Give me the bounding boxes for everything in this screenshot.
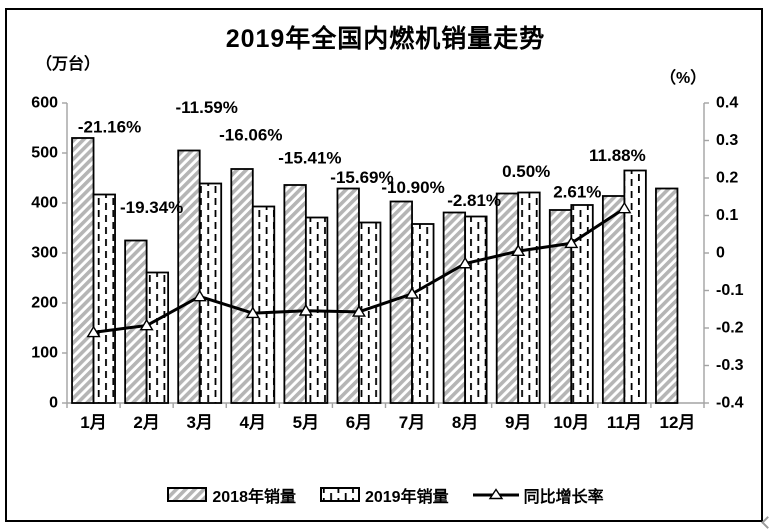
bar-2019 — [198, 182, 223, 404]
month-label: 1月 — [80, 413, 106, 432]
growth-marker — [192, 289, 207, 302]
legend-label-2018: 2018年销量 — [212, 489, 296, 506]
month-label: 11月 — [607, 413, 642, 432]
legend-item-2018: 2018年销量 — [167, 483, 296, 507]
line-triangle-swatch-icon — [472, 488, 519, 500]
month-label: 5月 — [293, 413, 319, 432]
bar-2018 — [655, 187, 679, 404]
bar-2018 — [71, 137, 95, 404]
legend-label-growth: 同比增长率 — [523, 489, 604, 506]
growth-marker — [458, 256, 473, 269]
left-tick-label: 100 — [31, 345, 58, 362]
growth-marker — [564, 236, 579, 249]
bar-2018 — [177, 149, 201, 404]
growth-label: 0.50% — [502, 162, 550, 181]
left-tick-label: 300 — [31, 245, 58, 262]
bar-2019 — [464, 215, 488, 404]
growth-label: -11.59% — [176, 98, 238, 117]
growth-label: -10.90% — [381, 178, 444, 197]
chart-title: 2019年全国内燃机销量走势 — [225, 25, 546, 53]
left-tick-label: 400 — [31, 195, 58, 212]
right-tick-label: 0 — [716, 245, 725, 262]
dash-swatch-icon — [319, 487, 360, 502]
growth-marker — [245, 306, 260, 319]
bar-2018 — [389, 200, 413, 404]
growth-marker — [139, 318, 154, 331]
growth-marker — [298, 303, 313, 316]
growth-label: 11.88% — [589, 146, 646, 165]
bar-2018 — [124, 239, 148, 404]
bar-2019 — [251, 205, 276, 404]
bar-2018 — [283, 184, 307, 404]
right-tick-label: 0.2 — [716, 170, 738, 187]
bar-2018 — [495, 192, 520, 404]
bar-2019 — [411, 223, 435, 404]
bar-2018 — [336, 187, 360, 404]
month-label: 9月 — [505, 413, 531, 432]
growth-label: -2.81% — [447, 191, 501, 210]
growth-marker — [511, 244, 526, 257]
bar-2018 — [230, 168, 254, 404]
right-tick-label: 0.3 — [716, 132, 738, 149]
right-tick-label: -0.1 — [716, 282, 744, 299]
right-axis-unit: （%） — [660, 70, 707, 87]
growth-label: -15.41% — [278, 149, 341, 168]
left-tick-label: 600 — [31, 95, 58, 112]
hatch-swatch-icon — [167, 487, 208, 502]
right-tick-label: -0.4 — [716, 395, 744, 412]
left-tick-label: 500 — [31, 145, 58, 162]
month-label: 2月 — [133, 413, 159, 432]
growth-label: -15.69% — [330, 168, 393, 187]
growth-marker — [86, 325, 101, 338]
bar-2019 — [145, 271, 170, 404]
bar-2019 — [517, 191, 541, 404]
left-axis-unit: （万台） — [36, 56, 101, 73]
bar-2018 — [548, 209, 573, 404]
legend-item-2019: 2019年销量 — [319, 483, 449, 507]
right-tick-label: 0.1 — [716, 207, 738, 224]
growth-label: -21.16% — [78, 118, 141, 137]
month-label: 10月 — [553, 413, 589, 432]
month-label: 4月 — [240, 413, 266, 432]
growth-label: -16.06% — [219, 126, 282, 145]
legend-item-growth: 同比增长率 — [472, 483, 604, 507]
right-tick-label: 0.4 — [716, 95, 738, 112]
month-label: 3月 — [186, 413, 212, 432]
growth-marker — [351, 304, 366, 317]
bar-2018 — [601, 195, 626, 404]
growth-label: 2.61% — [553, 183, 601, 202]
growth-marker — [405, 287, 420, 299]
month-label: 7月 — [399, 413, 425, 432]
bar-2019 — [92, 193, 116, 404]
month-label: 6月 — [346, 413, 372, 432]
bar-2019 — [623, 169, 647, 404]
right-tick-label: -0.2 — [716, 320, 744, 337]
growth-marker — [617, 201, 632, 214]
growth-label: -19.34% — [120, 198, 183, 217]
bar-2019 — [570, 204, 594, 404]
legend: 2018年销量 2019年销量 同比增长率 — [0, 483, 771, 507]
left-tick-label: 0 — [49, 395, 58, 412]
month-label: 8月 — [452, 413, 478, 432]
bar-2018 — [442, 211, 467, 404]
legend-label-2019: 2019年销量 — [364, 489, 449, 506]
right-tick-label: -0.3 — [716, 357, 744, 374]
month-label: 12月 — [659, 413, 695, 432]
left-tick-label: 200 — [31, 295, 58, 312]
